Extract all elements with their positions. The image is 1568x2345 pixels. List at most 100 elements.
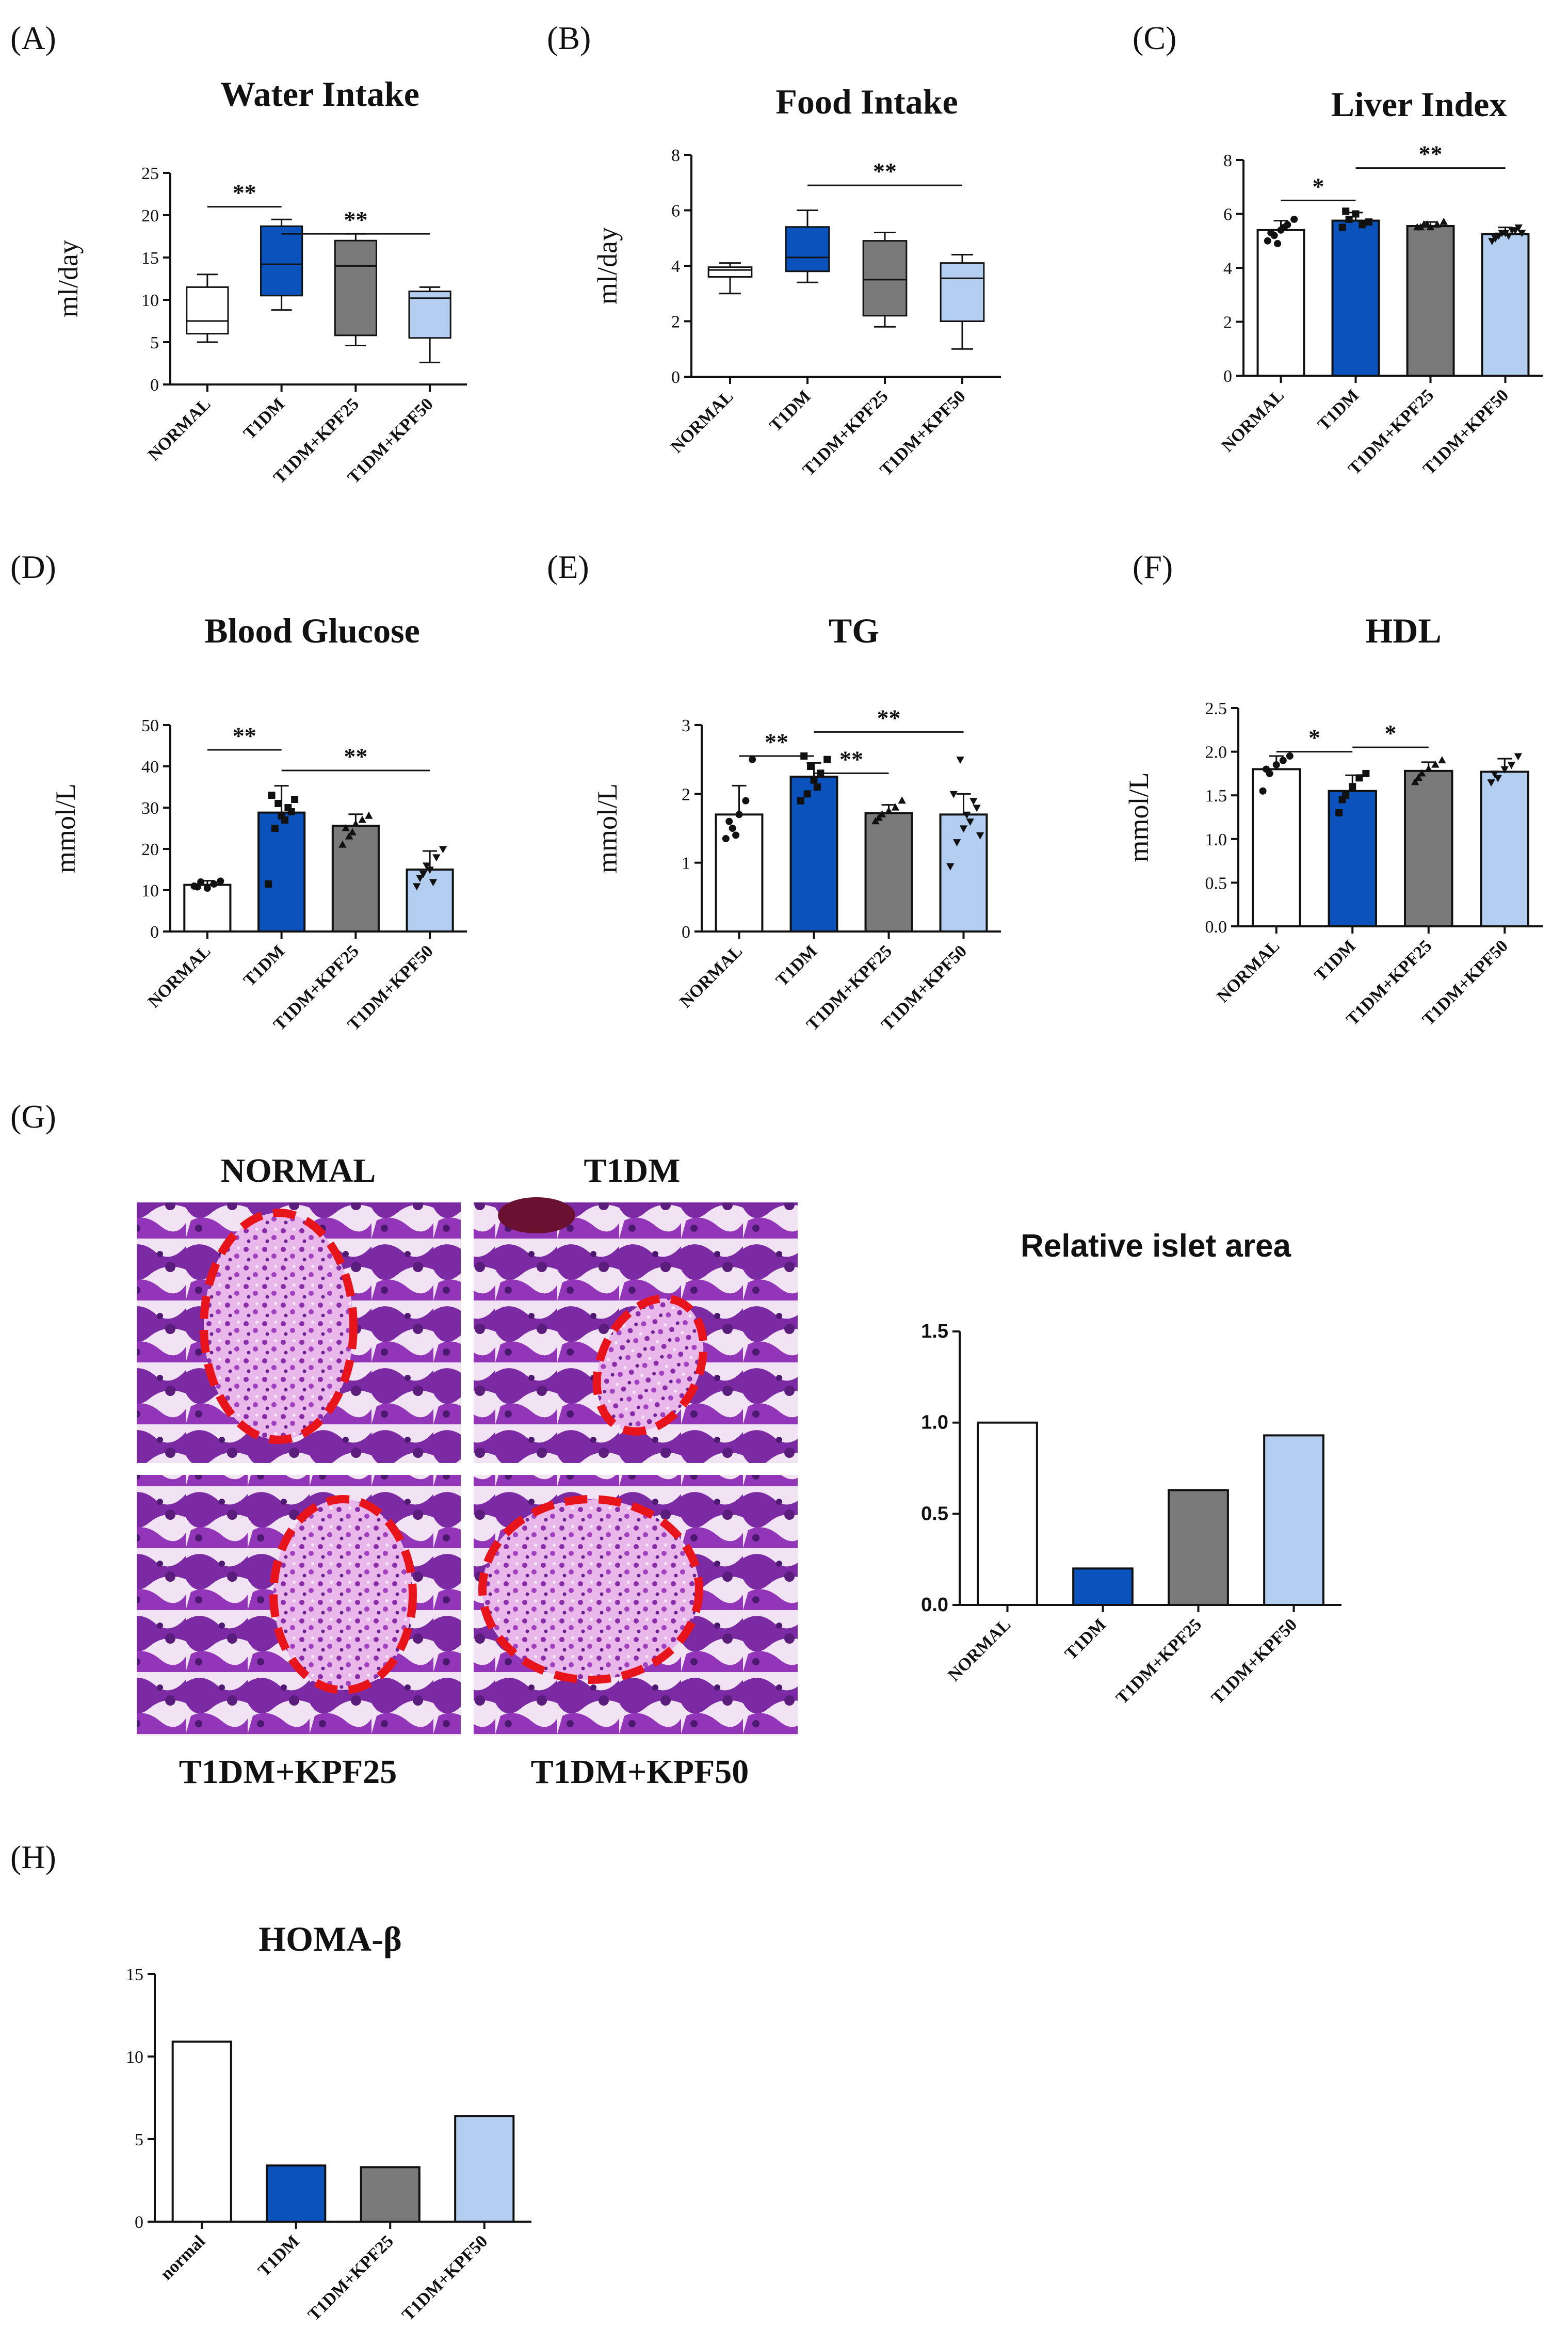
data-point <box>426 866 434 874</box>
y-tick-label: 0 <box>682 923 690 942</box>
y-tick-label: 2.0 <box>1205 743 1227 762</box>
significance-label: ** <box>233 722 256 749</box>
histology-label-kpf50: T1DM+KPF50 <box>531 1753 749 1791</box>
data-point <box>1349 783 1356 791</box>
y-tick-label: 2.5 <box>1205 699 1227 718</box>
bar <box>331 825 380 933</box>
category-label: NORMAL <box>1218 386 1288 456</box>
y-tick-label: 8 <box>671 146 680 165</box>
bar <box>266 2164 327 2223</box>
chart-title: Relative islet area <box>1021 1228 1291 1264</box>
data-point <box>1511 227 1519 235</box>
y-axis-label: mmol/L <box>1123 773 1154 862</box>
y-tick-label: 5 <box>150 333 159 352</box>
micrograph-t1dm <box>474 1197 798 1463</box>
category-label: T1DM+KPF25 <box>1112 1615 1205 1708</box>
category-label: T1DM <box>772 941 821 990</box>
category-label: NORMAL <box>144 941 215 1011</box>
bar <box>183 884 232 933</box>
category-label: NORMAL <box>1214 936 1284 1006</box>
data-point <box>203 885 211 892</box>
data-point <box>1359 221 1366 229</box>
data-point <box>878 810 886 817</box>
data-point <box>1433 220 1442 228</box>
y-tick-label: 6 <box>671 202 680 221</box>
panel-letter-c: (C) <box>1133 20 1176 56</box>
bar <box>171 2041 232 2223</box>
y-tick-label: 15 <box>141 249 159 268</box>
data-point <box>969 798 978 806</box>
data-point <box>1259 787 1267 795</box>
y-tick-label: 4 <box>671 257 680 276</box>
data-point <box>439 846 447 854</box>
data-point <box>345 832 353 840</box>
significance-label: ** <box>839 746 863 772</box>
chart-title: Blood Glucose <box>204 611 420 650</box>
y-tick-label: 1 <box>682 854 690 873</box>
category-label: T1DM <box>1061 1615 1110 1663</box>
y-tick-label: 8 <box>1223 151 1232 170</box>
y-tick-label: 20 <box>141 206 159 226</box>
data-point <box>419 871 428 878</box>
y-tick-label: 2 <box>682 785 690 804</box>
data-point <box>274 800 282 807</box>
chart-homa-beta: HOMA-β 0 5 10 15 normal T1DM T1DM+KPF25 T1DM+KPF… <box>126 1919 531 2325</box>
data-point <box>884 807 893 814</box>
data-point <box>1338 796 1346 804</box>
data-point <box>1279 757 1287 764</box>
data-point <box>797 797 804 805</box>
data-point <box>946 863 955 871</box>
data-point <box>1338 223 1346 231</box>
significance-label: ** <box>233 180 256 206</box>
category-label: T1DM+KPF50 <box>1208 1615 1301 1708</box>
y-tick-label: 1.5 <box>921 1321 948 1342</box>
chart-title: HDL <box>1365 611 1441 650</box>
y-tick-label: 1.0 <box>1205 830 1227 849</box>
data-point <box>217 877 224 885</box>
category-label: T1DM <box>240 394 288 443</box>
data-point <box>351 820 360 827</box>
category-label: normal <box>157 2231 209 2284</box>
box-iqr <box>334 239 377 336</box>
bar <box>1331 219 1380 377</box>
data-point <box>1365 218 1373 226</box>
significance-label: ** <box>873 158 897 184</box>
chart-title: Water Intake <box>220 74 419 114</box>
data-point <box>1414 773 1422 781</box>
significance-label: ** <box>1419 141 1443 167</box>
y-axis-label: ml/day <box>53 240 84 317</box>
category-label: T1DM+KPF25 <box>304 2231 397 2324</box>
y-tick-label: 10 <box>126 2048 143 2067</box>
y-tick-label: 25 <box>141 164 159 183</box>
y-tick-label: 30 <box>141 799 159 818</box>
data-point <box>1263 765 1270 773</box>
chart-title: HOMA-β <box>258 1919 402 1958</box>
y-tick-label: 0 <box>150 923 159 942</box>
category-label: T1DM <box>766 387 814 435</box>
data-point <box>1286 752 1294 760</box>
bar <box>360 2166 421 2223</box>
data-point <box>1498 230 1506 237</box>
data-point <box>1423 220 1431 228</box>
category-label: NORMAL <box>944 1615 1014 1685</box>
y-tick-label: 0.0 <box>1205 918 1227 937</box>
data-point <box>338 840 347 848</box>
category-label: T1DM <box>240 941 288 990</box>
data-point <box>898 796 906 804</box>
y-tick-label: 3 <box>682 716 690 735</box>
bar <box>1252 768 1301 927</box>
data-point <box>1355 774 1363 782</box>
data-point <box>823 756 831 763</box>
data-point <box>1438 756 1446 764</box>
data-point <box>265 880 272 888</box>
y-tick-label: 40 <box>141 758 159 777</box>
y-tick-label: 6 <box>1223 205 1232 224</box>
data-point <box>365 811 373 819</box>
data-point <box>1342 207 1350 215</box>
y-axis-label: ml/day <box>592 227 623 304</box>
data-point <box>1491 235 1499 243</box>
box-iqr <box>408 291 451 339</box>
data-point <box>1280 223 1288 231</box>
